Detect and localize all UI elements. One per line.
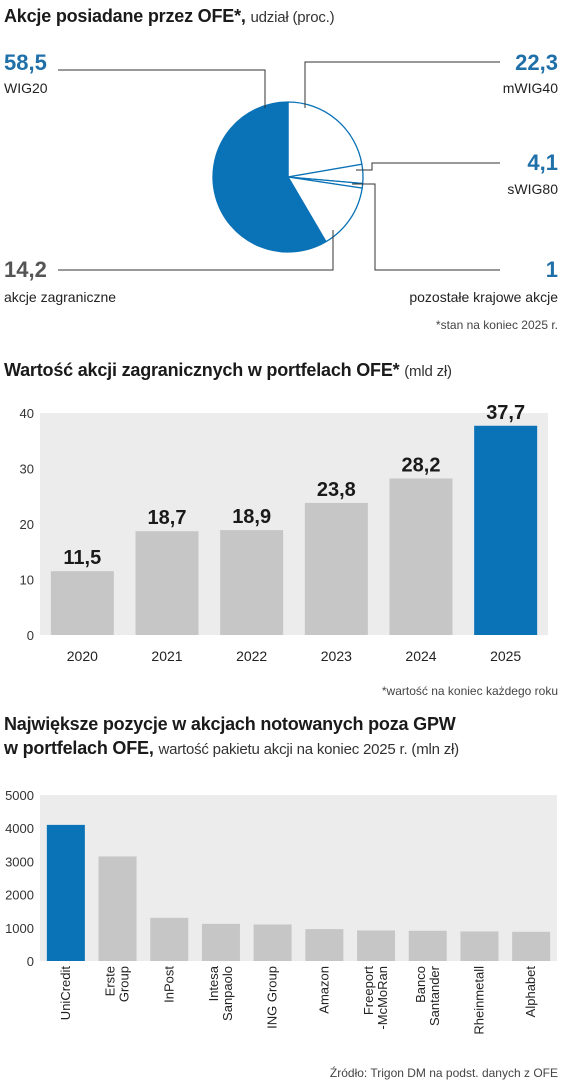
bar1-title: Wartość akcji zagranicznych w portfelach… bbox=[4, 360, 452, 381]
bar2-category-label: IntesaSanpaolo bbox=[206, 965, 235, 1021]
bar2-bar bbox=[150, 917, 189, 961]
bar1-bar bbox=[389, 478, 453, 635]
bar1-footnote: *wartość na koniec każdego roku bbox=[381, 684, 558, 698]
bar1-category-label: 2025 bbox=[490, 648, 521, 664]
bar2-bar bbox=[46, 824, 85, 961]
bar2-bar bbox=[357, 930, 396, 961]
bar1-category-label: 2022 bbox=[236, 648, 267, 664]
bar1-bar bbox=[220, 530, 284, 635]
pie-value-other: 1 bbox=[545, 257, 558, 282]
bar2-category-label: InPost bbox=[161, 966, 176, 1003]
leader-line-other bbox=[352, 183, 500, 271]
bar1-ytick: 40 bbox=[20, 406, 34, 421]
bar2-category-label: Rheinmetall bbox=[471, 966, 486, 1035]
bar2-title: w portfelach OFE, wartość pakietu akcji … bbox=[4, 738, 459, 759]
bar2-ytick: 0 bbox=[27, 954, 34, 969]
bar2-category-label: BancoSantander bbox=[413, 965, 442, 1026]
pie-label-wig20: WIG20 bbox=[4, 80, 48, 96]
bar2-ytick: 5000 bbox=[5, 788, 34, 803]
bar2-bar bbox=[98, 856, 137, 961]
pie-label-other: pozostałe krajowe akcje bbox=[409, 289, 558, 305]
bar2-chart: 0 1000 2000 3000 4000 5000 UniCredit ErsteGroup… bbox=[5, 788, 557, 1035]
bar2-category-label: Alphabet bbox=[523, 966, 538, 1018]
bar2-category-label: ING Group bbox=[265, 966, 280, 1029]
leader-line-foreign bbox=[58, 230, 334, 271]
bar2-bar bbox=[460, 931, 499, 961]
bar2-ytick: 2000 bbox=[5, 888, 34, 903]
bar2-category-label: UniCredit bbox=[58, 966, 73, 1021]
bar2-title-unit: wartość pakietu akcji na koniec 2025 r. … bbox=[158, 741, 459, 758]
bar1-bar bbox=[474, 425, 538, 635]
bar2-bar bbox=[305, 929, 344, 961]
pie-value-wig20: 58,5 bbox=[4, 50, 47, 75]
pie-title-main: Akcje posiadane przez OFE*, bbox=[4, 6, 246, 26]
bar1-data-label: 18,7 bbox=[148, 507, 187, 529]
bar2-title-line2: w portfelach OFE, bbox=[4, 738, 154, 758]
bar1-category-label: 2024 bbox=[405, 648, 436, 664]
bar1-ytick: 0 bbox=[27, 628, 34, 643]
pie-label-mwig40: mWIG40 bbox=[502, 80, 558, 96]
pie-title-unit: udział (proc.) bbox=[250, 9, 335, 26]
bar1-data-label: 23,8 bbox=[317, 479, 356, 501]
bar2-ytick: 4000 bbox=[5, 821, 34, 836]
pie-label-foreign: akcje zagraniczne bbox=[4, 289, 117, 305]
bar1-data-label: 11,5 bbox=[63, 547, 101, 569]
pie-footnote: *stan na koniec 2025 r. bbox=[435, 318, 558, 332]
pie-chart bbox=[58, 61, 500, 271]
bar1-data-label: 28,2 bbox=[402, 454, 441, 476]
pie-slice-mwig40 bbox=[287, 101, 363, 178]
pie-value-foreign: 14,2 bbox=[4, 257, 47, 282]
bar2-bar bbox=[201, 923, 240, 961]
bar1-ytick: 20 bbox=[20, 517, 34, 532]
leader-line-wig20 bbox=[58, 69, 266, 108]
bar2-ytick: 3000 bbox=[5, 854, 34, 869]
bar2-category-label: Amazon bbox=[316, 966, 331, 1014]
bar1-title-main: Wartość akcji zagranicznych w portfelach… bbox=[4, 360, 400, 380]
bar1-bar bbox=[50, 571, 114, 635]
bar1-bar bbox=[304, 502, 368, 635]
pie-slice-akcje-zagraniczne bbox=[286, 176, 363, 243]
bar2-bar bbox=[512, 931, 551, 961]
bar1-bar bbox=[135, 531, 199, 635]
pie-slice-wig20 bbox=[212, 101, 327, 253]
bar2-category-label: ErsteGroup bbox=[103, 966, 132, 1002]
pie-label-swig80: sWIG80 bbox=[507, 181, 558, 197]
bar1-title-unit: (mld zł) bbox=[404, 363, 452, 380]
bar1-data-label: 37,7 bbox=[486, 402, 525, 424]
bar1-category-label: 2021 bbox=[151, 648, 182, 664]
bar2-bar bbox=[253, 924, 292, 961]
bar1-category-label: 2023 bbox=[321, 648, 352, 664]
pie-title: Akcje posiadane przez OFE*, udział (proc… bbox=[4, 6, 335, 27]
pie-value-mwig40: 22,3 bbox=[515, 50, 558, 75]
bar2-bar bbox=[408, 930, 447, 961]
bar1-category-label: 2020 bbox=[67, 648, 98, 664]
bar1-data-label: 18,9 bbox=[232, 506, 271, 528]
source-note: Źródło: Trigon DM na podst. danych z OFE bbox=[329, 1066, 558, 1080]
bar2-ytick: 1000 bbox=[5, 921, 34, 936]
leader-line-mwig40 bbox=[304, 61, 500, 108]
leader-line-swig80 bbox=[356, 162, 500, 171]
pie-value-swig80: 4,1 bbox=[527, 150, 558, 175]
bar2-category-label: Freeport-McMoRan bbox=[361, 966, 390, 1030]
bar1-ytick: 10 bbox=[20, 573, 34, 588]
bar2-title-line1: Największe pozycje w akcjach notowanych … bbox=[4, 714, 456, 734]
bar1-chart: 0 10 20 30 40 11,5 2020 18,7 2021 18,9 2022 23,8 202… bbox=[20, 402, 548, 664]
bar1-ytick: 30 bbox=[20, 462, 34, 477]
bar1-plot-area bbox=[40, 413, 548, 635]
